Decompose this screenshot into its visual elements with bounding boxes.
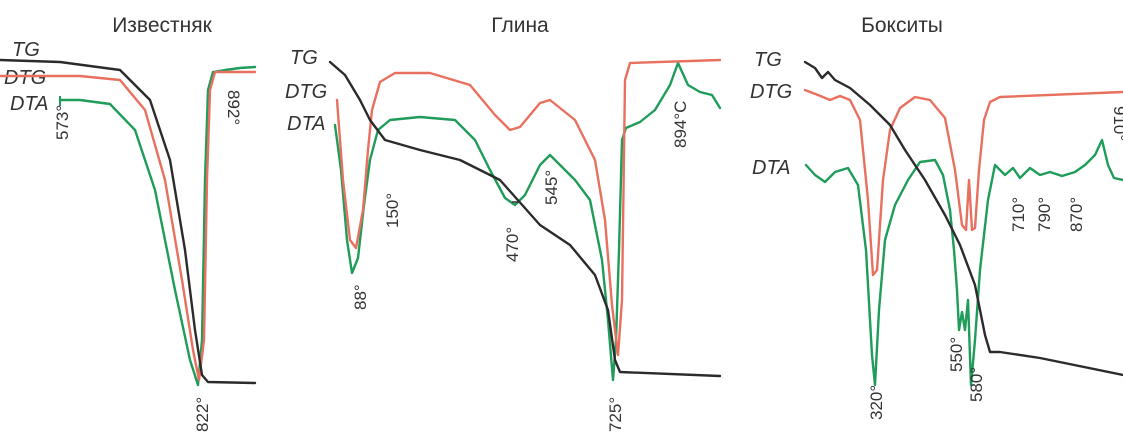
series-line-dtg (803, 88, 1123, 277)
annotation-573: 573° (53, 105, 72, 140)
curve-label-dta: DTA (10, 93, 49, 115)
panel-title: Известняк (112, 14, 212, 37)
annotation-545: 545° (542, 170, 561, 205)
annotation-870: 870° (1067, 197, 1086, 232)
curve-label-dtg: DTG (4, 67, 46, 89)
curve-group (803, 60, 1123, 387)
series-line-dta (58, 65, 257, 387)
panel-title: Бокситы (861, 14, 943, 37)
series-line-dta (804, 138, 1123, 387)
annotation-580: 580° (967, 367, 986, 402)
panel-clay: Глина TG DTG DTA 88° 150° 470° 545° 725°… (285, 14, 722, 432)
curve-label-dtg: DTG (285, 81, 327, 103)
series-line-dta (333, 61, 722, 382)
series-line-dtg (0, 70, 257, 382)
panel-bauxite: Бокситы TG DTG DTA 320° 550° 580° 710° 7… (750, 14, 1123, 420)
annotation-710: 710° (1009, 197, 1028, 232)
curve-label-tg: TG (754, 49, 782, 71)
annotation-892: 892° (224, 90, 243, 125)
curve-group (328, 58, 722, 382)
annotation-910: 910° (1110, 106, 1123, 141)
annotation-550: 550° (947, 337, 966, 372)
curve-label-tg: TG (12, 39, 40, 61)
curve-label-dta: DTA (287, 113, 326, 135)
panel-limestone: Известняк TG DTG DTA 573° 892° 822° (0, 14, 257, 432)
annotation-790: 790° (1035, 197, 1054, 232)
annotation-470: 470° (503, 227, 522, 262)
annotation-822: 822° (193, 397, 212, 432)
annotation-150: 150° (383, 193, 402, 228)
annotation-320: 320° (867, 385, 886, 420)
annotation-725: 725° (606, 397, 625, 432)
annotation-894: 894°C (671, 101, 690, 148)
curve-label-tg: TG (290, 47, 318, 69)
annotation-88: 88° (351, 284, 370, 310)
curve-label-dta: DTA (752, 157, 791, 179)
curve-group (0, 58, 257, 387)
series-line-tg (328, 60, 722, 378)
series-line-dtg (335, 58, 722, 357)
curve-label-dtg: DTG (750, 81, 792, 103)
panel-title: Глина (491, 14, 549, 37)
series-line-tg (0, 58, 257, 385)
series-line-tg (803, 60, 1123, 377)
